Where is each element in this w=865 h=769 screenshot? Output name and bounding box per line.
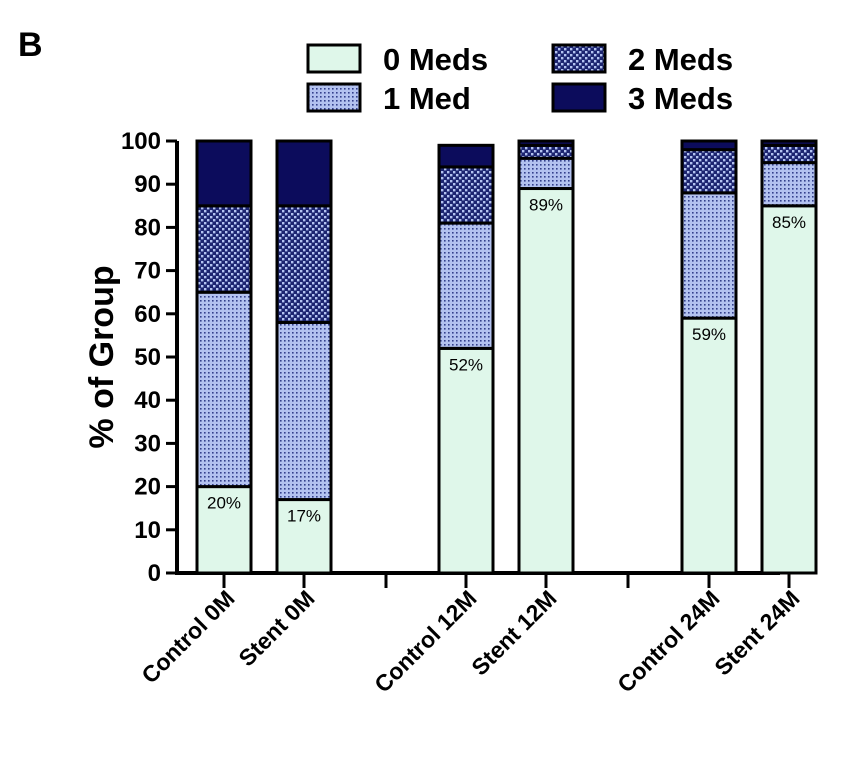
- y-tick-label: 30: [134, 430, 161, 457]
- bar-segment-3-meds: [195, 139, 253, 208]
- data-label: 85%: [772, 213, 806, 232]
- bar-segment-3-meds: [437, 143, 495, 169]
- y-ticks: 0 10 20 30 40 50 60 70 80 90 100: [121, 128, 177, 587]
- legend-item-3-meds: 3 Meds: [551, 81, 733, 116]
- data-label: 17%: [287, 507, 321, 526]
- legend-label: 0 Meds: [383, 42, 488, 77]
- y-tick-label: 90: [134, 171, 161, 198]
- bar-segment-3-meds: [760, 139, 818, 147]
- data-label: 20%: [207, 494, 241, 513]
- x-tick-label: Stent 12M: [466, 585, 561, 680]
- y-tick-label: 80: [134, 214, 161, 241]
- bar-segment-0-meds: [517, 187, 575, 575]
- bar-stack-stent-12m: [517, 139, 575, 575]
- legend-item-2-meds: 2 Meds: [551, 42, 733, 77]
- bar-segment-1-med: [195, 290, 253, 489]
- bar-stack-control-0m: [195, 139, 253, 575]
- legend-swatch: [306, 82, 362, 113]
- bar-segment-0-meds: [760, 204, 818, 575]
- data-label: 52%: [449, 355, 483, 374]
- bar-stack-stent-24m: [760, 139, 818, 575]
- bar-segment-1-med: [517, 156, 575, 191]
- panel-label: B: [18, 26, 43, 64]
- x-tick-label: Stent 24M: [709, 585, 804, 680]
- bar-segment-0-meds: [680, 316, 738, 575]
- data-label: 59%: [692, 325, 726, 344]
- bar-segment-1-med: [275, 320, 333, 502]
- bars: [195, 139, 818, 575]
- bar-stack-control-24m: [680, 139, 738, 575]
- x-tick-label: Control 24M: [612, 585, 724, 697]
- data-label: 89%: [529, 196, 563, 215]
- bar-segment-2-meds: [195, 204, 253, 294]
- bar-segment-3-meds: [275, 139, 333, 208]
- bar-segment-3-meds: [680, 139, 738, 152]
- y-tick-label: 10: [134, 517, 161, 544]
- y-tick-label: 40: [134, 387, 161, 414]
- y-tick-label: 20: [134, 474, 161, 501]
- legend-item-1-med: 1 Med: [306, 81, 471, 116]
- bar-stack-stent-0m: [275, 139, 333, 575]
- legend-label: 3 Meds: [628, 81, 733, 116]
- bar-stack-control-12m: [437, 143, 495, 575]
- bar-segment-1-med: [437, 221, 495, 350]
- bar-segment-2-meds: [517, 143, 575, 160]
- bar-segment-2-meds: [275, 204, 333, 324]
- y-tick-label: 100: [121, 128, 161, 155]
- legend: 0 Meds 1 Med 2 Meds 3 Meds: [306, 42, 733, 116]
- y-tick-label: 70: [134, 258, 161, 285]
- legend-swatch: [306, 43, 362, 74]
- y-tick-label: 50: [134, 344, 161, 371]
- bar-segment-2-meds: [760, 143, 818, 165]
- legend-swatch: [551, 82, 607, 113]
- bar-segment-1-med: [760, 161, 818, 208]
- x-tick-label: Stent 0M: [233, 585, 319, 671]
- bar-segment-2-meds: [680, 148, 738, 195]
- x-tick-label: Control 0M: [136, 585, 239, 688]
- bar-segment-0-meds: [195, 485, 253, 575]
- data-labels: 20% 17% 52% 89% 59% 85%: [207, 196, 806, 526]
- bar-segment-0-meds: [437, 346, 495, 575]
- x-tick-label: Control 12M: [369, 585, 481, 697]
- y-tick-label: 60: [134, 301, 161, 328]
- bar-segment-2-meds: [437, 165, 495, 225]
- bar-segment-1-med: [680, 191, 738, 320]
- y-tick-label: 0: [148, 560, 161, 587]
- legend-item-0-meds: 0 Meds: [306, 42, 488, 77]
- legend-label: 2 Meds: [628, 42, 733, 77]
- legend-label: 1 Med: [383, 81, 471, 116]
- y-axis-label: % of Group: [83, 265, 121, 448]
- legend-swatch: [551, 43, 607, 74]
- bar-segment-3-meds: [517, 139, 575, 147]
